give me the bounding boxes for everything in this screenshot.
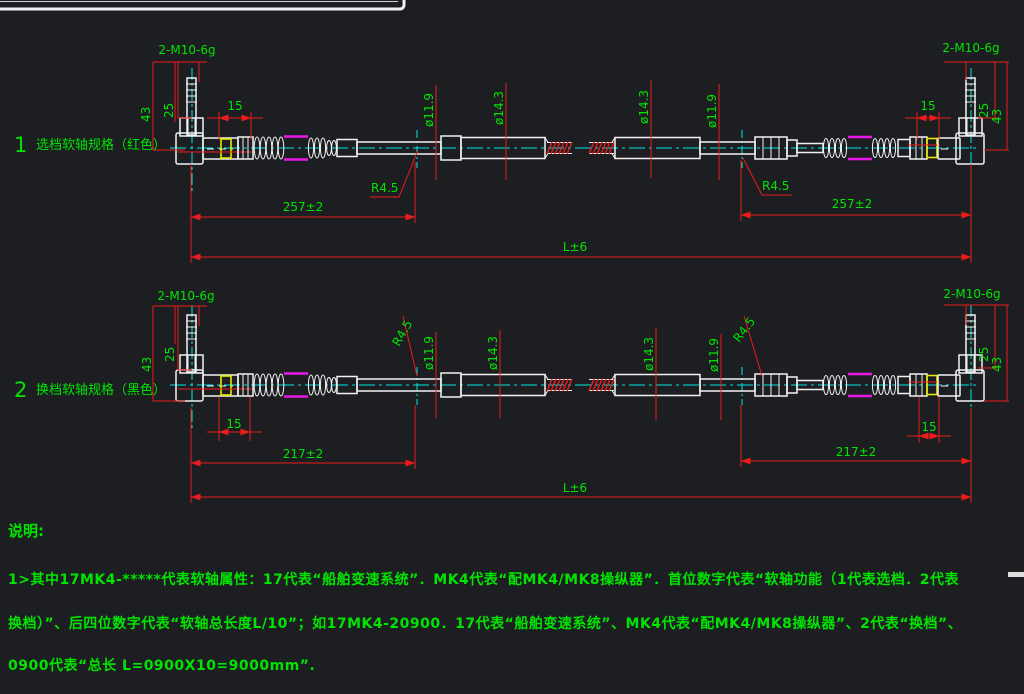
dim-25: 25: [163, 347, 177, 362]
thread-callout: 2-M10-6g: [157, 289, 214, 303]
assembly2-title: 换档软轴规格（黑色）: [36, 382, 166, 398]
dim-15: 15: [920, 99, 935, 113]
dim-43: 43: [990, 109, 1004, 124]
dia-callout: ø11.9: [705, 94, 719, 128]
dim-15: 15: [227, 99, 242, 113]
dim-segment-length: 217±2: [283, 447, 324, 461]
radius-callout: R4.5: [762, 179, 789, 193]
right-edge-mark: [1008, 572, 1024, 577]
dim-total-length: L±6: [563, 240, 587, 254]
assembly1-geometry: [168, 66, 986, 196]
dim-15: 15: [921, 420, 936, 434]
dia-callout: ø14.3: [486, 336, 500, 370]
dim-43: 43: [139, 107, 153, 122]
assembly1-title: 选档软轴规格（红色）: [36, 137, 166, 153]
dim-15: 15: [226, 417, 241, 431]
notes-block: 说明: 1>其中17MK4-*****代表软轴属性：17代表“船舶变速系统”．M…: [8, 522, 962, 674]
assembly1-dimensions: [152, 61, 1009, 263]
notes-line-1: 1>其中17MK4-*****代表软轴属性：17代表“船舶变速系统”．MK4代表…: [8, 571, 960, 588]
assembly2-number: 2: [14, 378, 27, 402]
dim-25: 25: [977, 347, 991, 362]
dia-callout: ø14.3: [492, 91, 506, 125]
thread-callout: 2-M10-6g: [943, 287, 1000, 301]
dia-callout: ø11.9: [422, 336, 436, 370]
dim-43: 43: [140, 357, 154, 372]
dim-43: 43: [990, 357, 1004, 372]
thread-callout: 2-M10-6g: [942, 41, 999, 55]
dim-segment-length: 217±2: [836, 445, 877, 459]
radius-callout: R4.5: [371, 181, 398, 195]
dim-segment-length: 257±2: [283, 200, 324, 214]
dia-callout: ø14.3: [637, 90, 651, 124]
radius-callout: R4.5: [730, 315, 758, 345]
assembly1-labels: 1 选档软轴规格（红色） 2-M10-6g 2-M10-6g 43 25 25 …: [14, 41, 1004, 254]
thread-callout: 2-M10-6g: [158, 43, 215, 57]
assembly2-labels: 2 换档软轴规格（黑色） 2-M10-6g 2-M10-6g 43 25 25 …: [14, 287, 1004, 495]
radius-callout: R4.5: [389, 318, 415, 349]
dim-25: 25: [977, 103, 991, 118]
dim-total-length: L±6: [563, 481, 587, 495]
dia-callout: ø11.9: [707, 338, 721, 372]
notes-line-3: 0900代表“总长 L=0900X10=9000mm”.: [8, 657, 315, 674]
assembly2-dimensions: [152, 304, 1009, 503]
window-edge-fragment: [0, 0, 406, 11]
dia-callout: ø11.9: [422, 93, 436, 127]
dim-segment-length: 257±2: [832, 197, 873, 211]
dia-callout: ø14.3: [642, 337, 656, 371]
assembly1-number: 1: [14, 133, 27, 157]
notes-line-2: 换档）”、后四位数字代表“软轴总长度L/10”；如17MK4-20900．17代…: [8, 615, 962, 632]
dim-25: 25: [162, 103, 176, 118]
assembly2-geometry: [168, 303, 986, 433]
notes-title: 说明:: [8, 522, 44, 540]
